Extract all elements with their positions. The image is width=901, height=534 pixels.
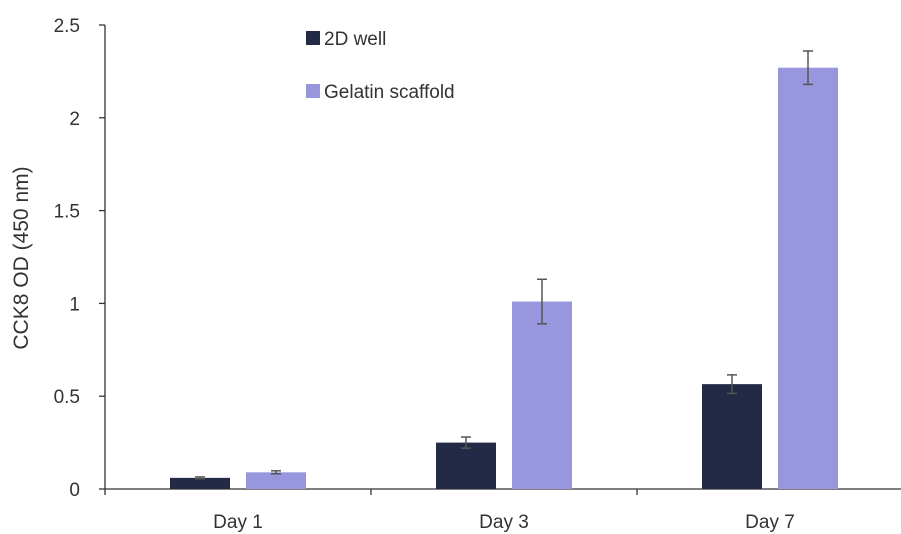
y-tick-label: 2 — [69, 109, 80, 130]
bar-2d-well-day-7 — [702, 384, 762, 489]
legend-swatch-gelatin-scaffold — [306, 84, 320, 98]
y-tick-label: 0.5 — [54, 387, 80, 408]
bar-2d-well-day-3 — [436, 442, 496, 489]
bars — [170, 67, 838, 490]
x-tick-label: Day 7 — [745, 512, 795, 533]
legend-label-2d-well: 2D well — [324, 29, 386, 50]
x-tick-label: Day 3 — [479, 512, 529, 533]
y-tick-label: 0 — [69, 480, 80, 501]
y-axis: 0 0.5 1 1.5 2 2.5 — [54, 16, 106, 501]
bar-gelatin-scaffold-day-3 — [512, 301, 572, 489]
bar-2d-well-day-1 — [170, 477, 230, 489]
bar-gelatin-scaffold-day-1 — [246, 472, 306, 489]
y-axis-title: CCK8 OD (450 nm) — [10, 166, 33, 349]
legend: 2D well Gelatin scaffold — [306, 29, 455, 103]
y-tick-label: 1 — [69, 294, 80, 315]
y-tick-label: 1.5 — [54, 202, 80, 223]
x-tick-label: Day 1 — [213, 512, 263, 533]
bar-gelatin-scaffold-day-7 — [778, 67, 838, 490]
y-tick-label: 2.5 — [54, 16, 80, 37]
legend-label-gelatin-scaffold: Gelatin scaffold — [324, 82, 455, 103]
error-bars — [195, 50, 813, 480]
x-axis: Day 1 Day 3 Day 7 — [104, 488, 901, 533]
legend-swatch-2d-well — [306, 31, 320, 45]
